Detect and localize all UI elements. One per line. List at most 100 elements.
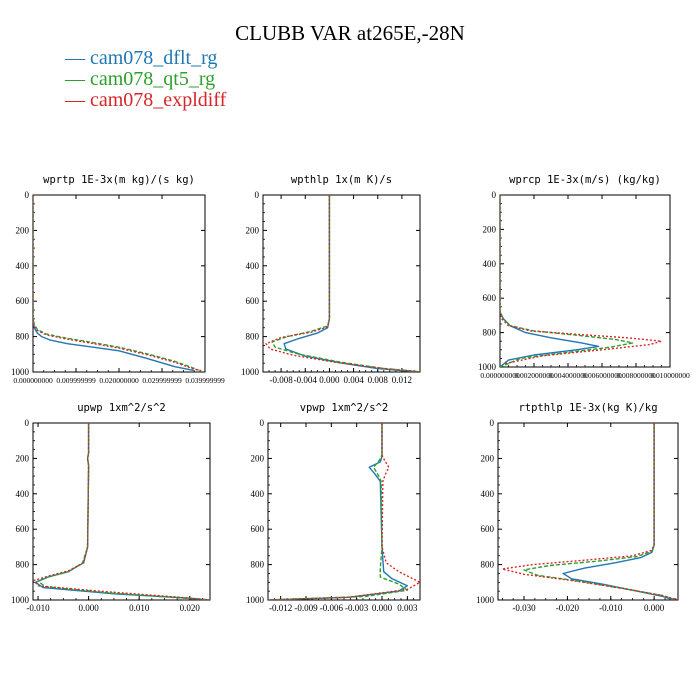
- y-tick-label: 600: [251, 524, 265, 534]
- y-tick-label: 0: [25, 190, 30, 200]
- legend-entry-qt5: — cam078_qt5_rg: [64, 68, 215, 90]
- y-tick-label: 400: [246, 261, 260, 271]
- x-tick-label: 0.010000000: [650, 371, 690, 380]
- x-tick-label: 0.012: [392, 375, 412, 385]
- series-line-cam078_dflt_rg: [562, 423, 674, 600]
- x-tick-label: 0.020: [180, 603, 201, 613]
- series-line-cam078_qt5_rg: [271, 195, 420, 372]
- y-tick-label: 0: [490, 418, 495, 428]
- x-tick-label: -0.012: [269, 603, 292, 613]
- series-line-cam078_qt5_rg: [37, 423, 210, 600]
- series-line-cam078_expldiff: [33, 195, 203, 372]
- panel-3: wprcp 1E-3x(m/s) (kg/kg) 0 200 400 600 800 100…: [478, 174, 690, 380]
- series-line-cam078_expldiff: [501, 423, 678, 600]
- y-tick-label: 400: [16, 261, 30, 271]
- x-tick-label: -0.020: [556, 603, 580, 613]
- x-tick-label: 0.000000000: [480, 371, 520, 380]
- x-tick-label: 0.000: [79, 603, 100, 613]
- x-tick-label: 0.039999999: [185, 376, 225, 385]
- panel-title: wprtp 1E-3x(m kg)/(s kg): [43, 174, 195, 186]
- y-tick-label: 600: [483, 293, 497, 303]
- y-tick-label: 1000: [241, 367, 260, 377]
- panel-title: upwp 1xm^2/s^2: [77, 402, 166, 414]
- y-tick-label: 1000: [11, 595, 30, 605]
- x-tick-label: 0.010: [129, 603, 150, 613]
- x-tick-label: -0.030: [512, 603, 536, 613]
- y-tick-label: 800: [481, 560, 495, 570]
- y-tick-label: 200: [16, 453, 30, 463]
- y-tick-label: 200: [251, 453, 265, 463]
- panel-frame: [262, 194, 421, 373]
- x-tick-label: 0.000: [372, 603, 393, 613]
- x-tick-label: -0.010: [26, 603, 50, 613]
- y-tick-label: 800: [483, 328, 497, 338]
- x-tick-label: -0.006: [320, 603, 344, 613]
- series-line-cam078_expldiff: [500, 195, 663, 365]
- y-tick-label: 200: [481, 453, 495, 463]
- y-tick-label: 200: [246, 225, 260, 235]
- figure-title: CLUBB VAR at265E,-28N: [235, 21, 465, 45]
- panel-title: vpwp 1xm^2/s^2: [300, 402, 389, 414]
- x-tick-label: 0.020000000: [99, 376, 139, 385]
- x-tick-label: 0.008000000: [616, 371, 656, 380]
- panel-frame: [32, 194, 206, 373]
- x-tick-label: -0.010: [599, 603, 623, 613]
- x-tick-label: 0.029999999: [142, 376, 182, 385]
- panel-2: wpthlp 1x(m K)/s 0 200 400 600 800 1000 -0.008-…: [241, 174, 421, 385]
- series-line-cam078_dflt_rg: [33, 195, 195, 372]
- legend-entry-dflt: — cam078_dflt_rg: [64, 47, 217, 69]
- x-tick-label: 0.000: [319, 375, 340, 385]
- y-tick-label: 400: [483, 259, 497, 269]
- y-tick-label: 200: [16, 225, 30, 235]
- panel-frame: [267, 422, 421, 601]
- y-tick-label: 1000: [478, 362, 497, 372]
- x-tick-label: 0.003: [397, 603, 418, 613]
- x-tick-label: 0.002000000: [514, 371, 554, 380]
- y-tick-label: 800: [16, 332, 30, 342]
- panel-4: upwp 1xm^2/s^2 0 200 400 600 800 1000-0.010 0.0…: [11, 402, 211, 613]
- panel-title: rtpthlp 1E-3x(kg K)/kg: [518, 402, 657, 414]
- y-tick-label: 400: [481, 489, 495, 499]
- y-tick-label: 800: [251, 560, 265, 570]
- series-line-cam078_dflt_rg: [500, 195, 600, 367]
- y-tick-label: 600: [246, 296, 260, 306]
- y-tick-label: 600: [16, 296, 30, 306]
- x-tick-label: 0.009999999: [56, 376, 96, 385]
- x-tick-label: -0.003: [345, 603, 369, 613]
- y-tick-label: 400: [251, 489, 265, 499]
- y-tick-label: 0: [25, 418, 30, 428]
- series-line-cam078_expldiff: [265, 195, 420, 372]
- y-tick-label: 1000: [11, 367, 30, 377]
- y-tick-label: 600: [16, 524, 30, 534]
- series-line-cam078_qt5_rg: [523, 423, 677, 600]
- series-line-cam078_qt5_rg: [33, 195, 199, 371]
- panel-frame: [497, 422, 679, 601]
- y-tick-label: 0: [260, 418, 265, 428]
- x-tick-label: 0.000000000: [13, 376, 53, 385]
- series-line-cam078_expldiff: [268, 423, 420, 600]
- x-tick-label: -0.004: [294, 375, 318, 385]
- x-tick-label: 0.004000000: [548, 371, 588, 380]
- legend-entry-expldiff: — cam078_expldiff: [64, 89, 227, 111]
- y-tick-label: 0: [492, 190, 497, 200]
- panel-6: rtpthlp 1E-3x(kg K)/kg 0 200 400 600 800 1000 -…: [476, 402, 679, 613]
- panel-1: wprtp 1E-3x(m kg)/(s kg) 0 200 400 600 800 100…: [11, 174, 225, 385]
- series-line-cam078_qt5_rg: [500, 195, 634, 367]
- y-tick-label: 800: [16, 560, 30, 570]
- x-tick-label: 0.004: [343, 375, 364, 385]
- series-line-cam078_dflt_rg: [268, 423, 408, 600]
- panel-frame: [499, 194, 671, 368]
- series-line-cam078_qt5_rg: [268, 423, 408, 600]
- y-tick-label: 1000: [476, 595, 495, 605]
- y-tick-label: 400: [16, 489, 30, 499]
- panel-title: wpthlp 1x(m K)/s: [291, 174, 392, 186]
- y-tick-label: 1000: [246, 595, 265, 605]
- y-tick-label: 600: [481, 524, 495, 534]
- x-tick-label: -0.008: [269, 375, 293, 385]
- y-tick-label: 800: [246, 332, 260, 342]
- x-tick-label: -0.009: [294, 603, 318, 613]
- x-tick-label: 0.006000000: [582, 371, 622, 380]
- y-tick-label: 0: [255, 190, 260, 200]
